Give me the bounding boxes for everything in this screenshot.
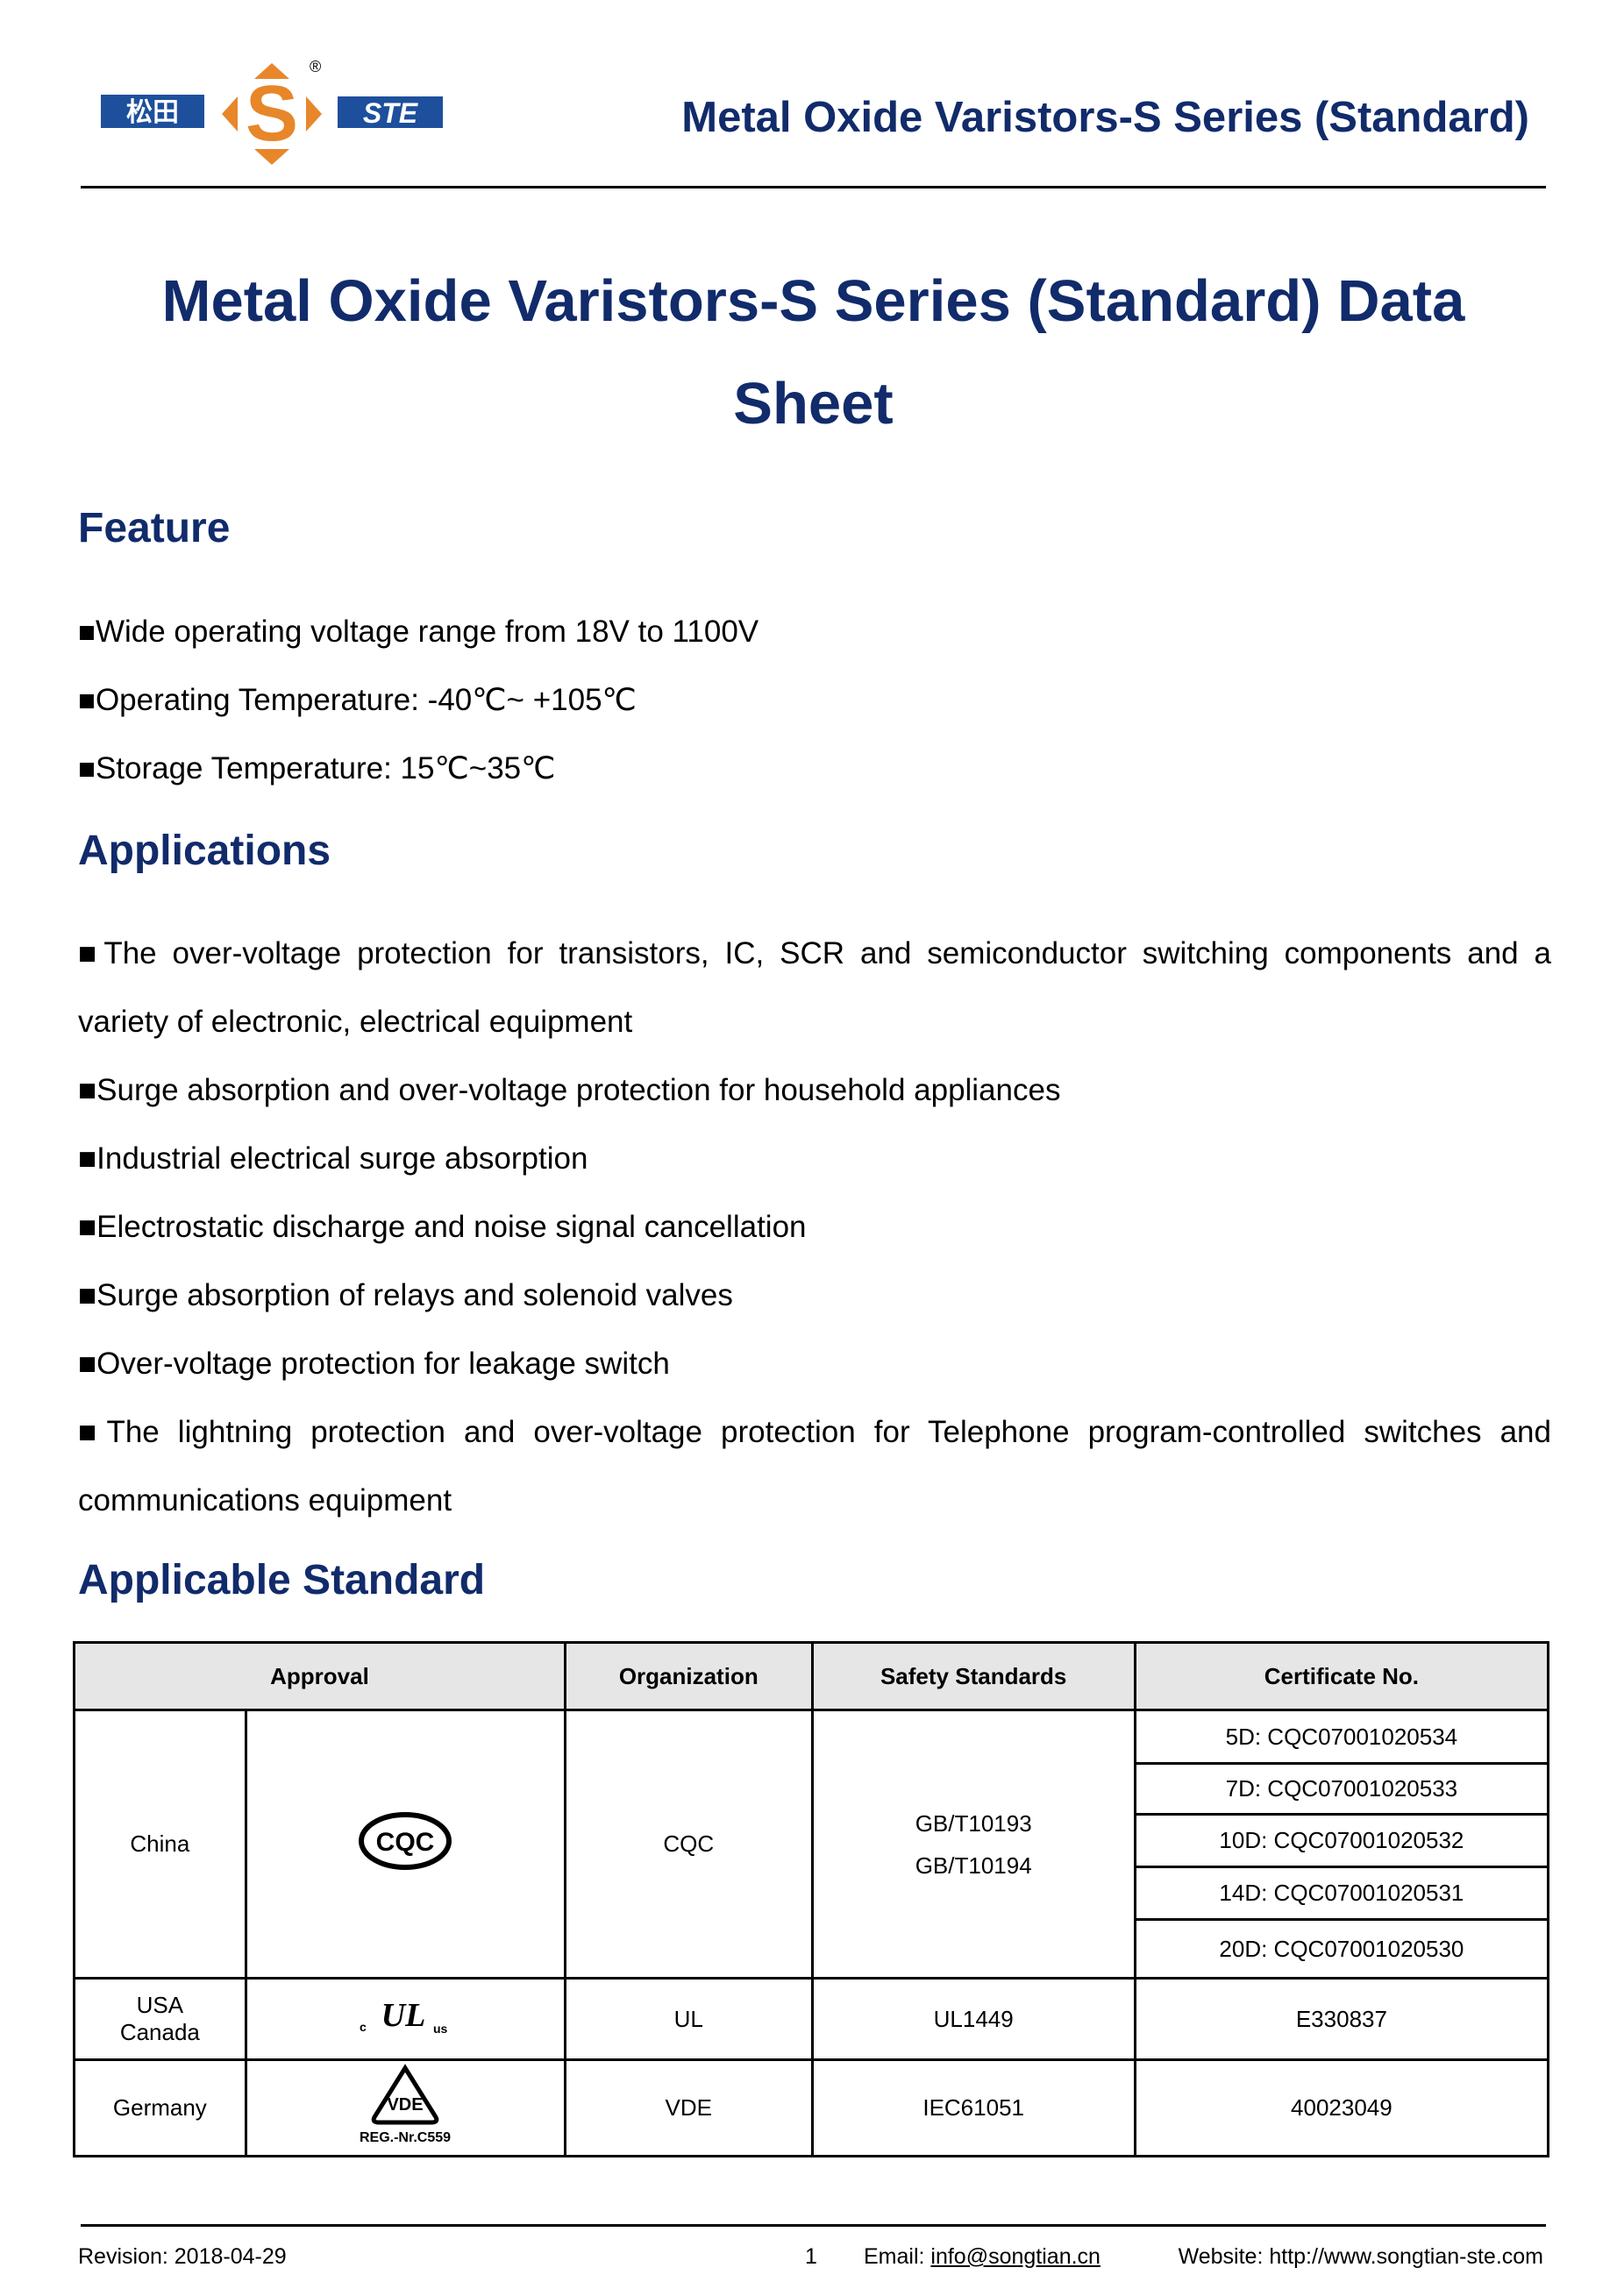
- list-item: ■Electrostatic discharge and noise signa…: [78, 1210, 807, 1244]
- list-item: ■Industrial electrical surge absorption: [78, 1141, 588, 1176]
- region-cell: USA Canada: [73, 1977, 247, 2061]
- certificate-item: 7D: CQC07001020533: [1136, 1765, 1547, 1816]
- column-header: Certificate No.: [1133, 1641, 1550, 1711]
- list-item: ■The lightning protection and over-volta…: [78, 1415, 1551, 1518]
- organization-cell: UL: [563, 1977, 814, 2061]
- standard-heading: Applicable Standard: [78, 1557, 486, 1603]
- list-item: ■Surge absorption of relays and solenoid…: [78, 1278, 733, 1312]
- list-item: ■Over-voltage protection for leakage swi…: [78, 1347, 670, 1381]
- footer-divider: [81, 2224, 1546, 2227]
- applications-heading: Applications: [78, 828, 331, 874]
- list-item: ■The over-voltage protection for transis…: [78, 936, 1551, 1039]
- certificate-item: 10D: CQC07001020532: [1136, 1816, 1547, 1868]
- svg-text:us: us: [433, 2022, 448, 2036]
- standards-table: Approval Organization Safety Standards C…: [73, 1641, 1550, 2157]
- svg-text:S: S: [246, 70, 298, 158]
- svg-text:STE: STE: [363, 97, 419, 129]
- document-title: Metal Oxide Varistors-S Series (Standard…: [81, 250, 1546, 455]
- applications-list: ■The over-voltage protection for transis…: [78, 920, 1551, 1535]
- svg-text:松田: 松田: [126, 97, 179, 128]
- mark-cell: CQC: [244, 1709, 566, 1980]
- column-header: Organization: [563, 1641, 814, 1711]
- list-item: ■Storage Temperature: 15℃~35℃: [78, 751, 556, 785]
- svg-text:UL: UL: [381, 1997, 426, 2034]
- cqc-mark-icon: CQC: [359, 1812, 452, 1870]
- table-row: China CQC CQC GB/T10193 GB/T10194 5D: CQC…: [73, 1709, 1550, 1980]
- list-item: ■Surge absorption and over-voltage prote…: [78, 1073, 1061, 1107]
- footer-website: Website: http://www.songtian-ste.com: [1178, 2244, 1543, 2269]
- svg-text:CQC: CQC: [376, 1828, 435, 1857]
- feature-list: ■Wide operating voltage range from 18V t…: [78, 598, 759, 803]
- column-header: Safety Standards: [810, 1641, 1136, 1711]
- table-row: USA Canada c UL us UL UL1449 E330837: [73, 1977, 1550, 2061]
- list-item: ■Operating Temperature: -40℃~ +105℃: [78, 683, 637, 717]
- certificate-item: 20D: CQC07001020530: [1219, 1935, 1464, 1962]
- header-divider: [81, 186, 1546, 188]
- mark-cell: c UL us: [244, 1977, 566, 2061]
- certificate-cell: E330837: [1133, 1977, 1550, 2061]
- table-header-row: Approval Organization Safety Standards C…: [73, 1641, 1550, 1711]
- feature-heading: Feature: [78, 505, 231, 551]
- svg-text:REG.-Nr.C559: REG.-Nr.C559: [360, 2130, 451, 2145]
- list-item: ■Wide operating voltage range from 18V t…: [78, 615, 759, 649]
- company-logo: 松田 S ® STE: [101, 58, 443, 165]
- svg-text:c: c: [360, 2020, 367, 2034]
- mark-cell: VDE REG.-Nr.C559: [244, 2058, 566, 2157]
- svg-text:®: ®: [310, 58, 321, 75]
- revision-text: Revision: 2018-04-29: [78, 2244, 287, 2269]
- svg-text:VDE: VDE: [388, 2095, 424, 2115]
- standards-cell: UL1449: [810, 1977, 1136, 2061]
- standards-cell: GB/T10193 GB/T10194: [810, 1709, 1136, 1980]
- email-link[interactable]: info@songtian.cn: [930, 2244, 1100, 2269]
- organization-cell: CQC: [563, 1709, 814, 1980]
- header-title: Metal Oxide Varistors-S Series (Standard…: [681, 94, 1529, 141]
- footer-email: Email: info@songtian.cn: [864, 2244, 1100, 2269]
- certificate-item: 14D: CQC07001020531: [1136, 1868, 1547, 1921]
- region-cell: China: [73, 1709, 247, 1980]
- ul-mark-icon: c UL us: [360, 1997, 448, 2036]
- region-cell: Germany: [73, 2058, 247, 2157]
- column-header: Approval: [73, 1641, 566, 1711]
- page-number: 1: [805, 2244, 817, 2269]
- title-line-2: Sheet: [733, 371, 894, 437]
- certificates-cell: 5D: CQC07001020534 7D: CQC07001020533 10…: [1133, 1709, 1550, 1980]
- vde-mark-icon: VDE REG.-Nr.C559: [360, 2064, 451, 2145]
- title-line-1: Metal Oxide Varistors-S Series (Standard…: [161, 268, 1465, 334]
- standards-cell: IEC61051: [810, 2058, 1136, 2157]
- organization-cell: VDE: [563, 2058, 814, 2157]
- certificate-item: 5D: CQC07001020534: [1136, 1711, 1547, 1765]
- table-row: Germany VDE REG.-Nr.C559 VDE IEC61051 40…: [73, 2058, 1550, 2157]
- certificate-cell: 40023049: [1133, 2058, 1550, 2157]
